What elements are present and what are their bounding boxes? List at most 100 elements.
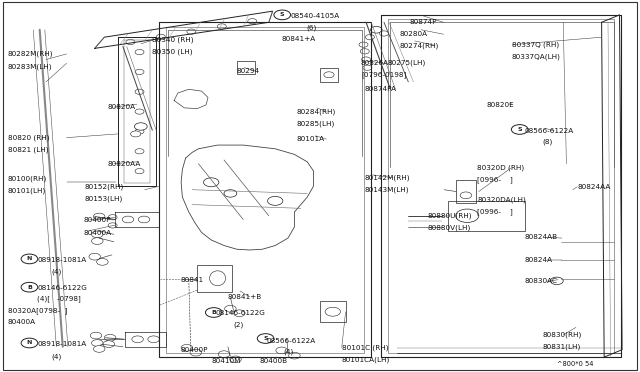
Text: 08918-1081A: 08918-1081A xyxy=(37,257,86,263)
Circle shape xyxy=(93,346,105,352)
Text: B: B xyxy=(211,310,216,315)
Circle shape xyxy=(131,131,141,137)
Text: 80320DA(LH): 80320DA(LH) xyxy=(477,197,526,203)
Circle shape xyxy=(230,356,241,363)
Text: 80821 (LH): 80821 (LH) xyxy=(8,146,48,153)
Circle shape xyxy=(205,308,222,317)
Text: 80841+B: 80841+B xyxy=(228,294,262,300)
Circle shape xyxy=(135,129,144,134)
Text: 80274(RH): 80274(RH) xyxy=(399,42,438,49)
Text: (4)[   -0798]: (4)[ -0798] xyxy=(37,296,81,302)
Circle shape xyxy=(134,123,147,130)
Text: 80350 (LH): 80350 (LH) xyxy=(152,49,193,55)
Text: (8): (8) xyxy=(543,139,553,145)
Text: 80400B: 80400B xyxy=(259,358,287,364)
Circle shape xyxy=(365,35,374,40)
Circle shape xyxy=(511,125,528,134)
Circle shape xyxy=(92,340,103,346)
Text: 80100(RH): 80100(RH) xyxy=(8,175,47,182)
Text: 80824AA: 80824AA xyxy=(577,184,611,190)
Circle shape xyxy=(108,223,117,228)
Circle shape xyxy=(90,332,102,339)
Circle shape xyxy=(103,341,115,347)
Text: 80830AC: 80830AC xyxy=(525,278,558,284)
Text: 80400A: 80400A xyxy=(83,230,111,236)
Text: S: S xyxy=(263,336,268,341)
Text: 08540-4105A: 08540-4105A xyxy=(291,13,340,19)
Circle shape xyxy=(234,310,245,317)
Circle shape xyxy=(126,39,135,45)
Text: [0996-    ]: [0996- ] xyxy=(477,209,513,215)
Circle shape xyxy=(187,29,196,34)
Text: 80320A[0798-  ]: 80320A[0798- ] xyxy=(8,307,67,314)
Bar xyxy=(456,180,476,203)
Circle shape xyxy=(89,253,100,260)
Text: (4): (4) xyxy=(283,349,293,355)
Circle shape xyxy=(135,109,144,114)
Circle shape xyxy=(181,344,193,351)
Text: 80820E: 80820E xyxy=(486,102,514,108)
Text: 80101(LH): 80101(LH) xyxy=(8,187,46,194)
Text: S: S xyxy=(280,12,285,17)
Circle shape xyxy=(325,307,340,316)
Circle shape xyxy=(21,282,38,292)
Text: (2): (2) xyxy=(233,321,243,328)
Text: (6): (6) xyxy=(307,25,317,31)
Text: 08918-1081A: 08918-1081A xyxy=(37,341,86,347)
Bar xyxy=(448,201,525,231)
Circle shape xyxy=(550,277,563,285)
Text: 80824A: 80824A xyxy=(525,257,553,263)
Circle shape xyxy=(359,42,368,47)
Text: 80152(RH): 80152(RH) xyxy=(84,183,124,190)
Text: 08146-6122G: 08146-6122G xyxy=(37,285,87,291)
Text: 80340 (RH): 80340 (RH) xyxy=(152,37,194,44)
Circle shape xyxy=(268,196,283,205)
Text: 80280A: 80280A xyxy=(399,31,428,37)
Circle shape xyxy=(224,190,237,197)
Text: 80400A: 80400A xyxy=(8,319,36,325)
Circle shape xyxy=(97,259,108,265)
Text: 80824AB: 80824AB xyxy=(525,234,558,240)
Text: (4): (4) xyxy=(51,268,61,275)
Text: 80830(RH): 80830(RH) xyxy=(543,331,582,338)
Circle shape xyxy=(257,334,274,343)
Circle shape xyxy=(104,334,116,341)
Circle shape xyxy=(289,352,300,359)
Circle shape xyxy=(456,209,479,222)
Bar xyxy=(237,61,255,74)
Text: 80275(LH): 80275(LH) xyxy=(387,60,426,67)
Circle shape xyxy=(218,24,227,29)
Circle shape xyxy=(324,72,334,78)
Text: ^800*0 54: ^800*0 54 xyxy=(557,361,593,367)
Text: 80841: 80841 xyxy=(180,277,204,283)
Text: 80400P: 80400P xyxy=(83,217,111,223)
Circle shape xyxy=(248,19,257,24)
Circle shape xyxy=(92,231,103,238)
Text: 80283M(LH): 80283M(LH) xyxy=(8,64,52,70)
Circle shape xyxy=(371,26,382,33)
Bar xyxy=(320,68,338,82)
Circle shape xyxy=(362,57,371,62)
Text: (4): (4) xyxy=(51,353,61,360)
Text: 80284(RH): 80284(RH) xyxy=(297,108,336,115)
Text: 80101C (RH): 80101C (RH) xyxy=(342,344,388,351)
Text: 80410M: 80410M xyxy=(211,358,241,364)
Circle shape xyxy=(190,349,202,356)
Circle shape xyxy=(156,34,165,39)
Text: 80831(LH): 80831(LH) xyxy=(543,343,581,350)
Text: S: S xyxy=(517,127,522,132)
Text: 80101CA(LH): 80101CA(LH) xyxy=(342,356,390,363)
Text: 80337Q (RH): 80337Q (RH) xyxy=(512,41,559,48)
Text: 80101A: 80101A xyxy=(297,136,325,142)
Text: 80841+A: 80841+A xyxy=(282,36,316,42)
Circle shape xyxy=(21,254,38,264)
Circle shape xyxy=(276,347,287,354)
Text: 80153(LH): 80153(LH) xyxy=(84,195,123,202)
Circle shape xyxy=(135,69,144,74)
Circle shape xyxy=(225,305,236,312)
Text: [0996-    ]: [0996- ] xyxy=(477,177,513,183)
Circle shape xyxy=(135,89,144,94)
Text: 80285(LH): 80285(LH) xyxy=(297,120,335,127)
Text: 80400P: 80400P xyxy=(180,347,208,353)
Text: 80874PA: 80874PA xyxy=(365,86,397,92)
